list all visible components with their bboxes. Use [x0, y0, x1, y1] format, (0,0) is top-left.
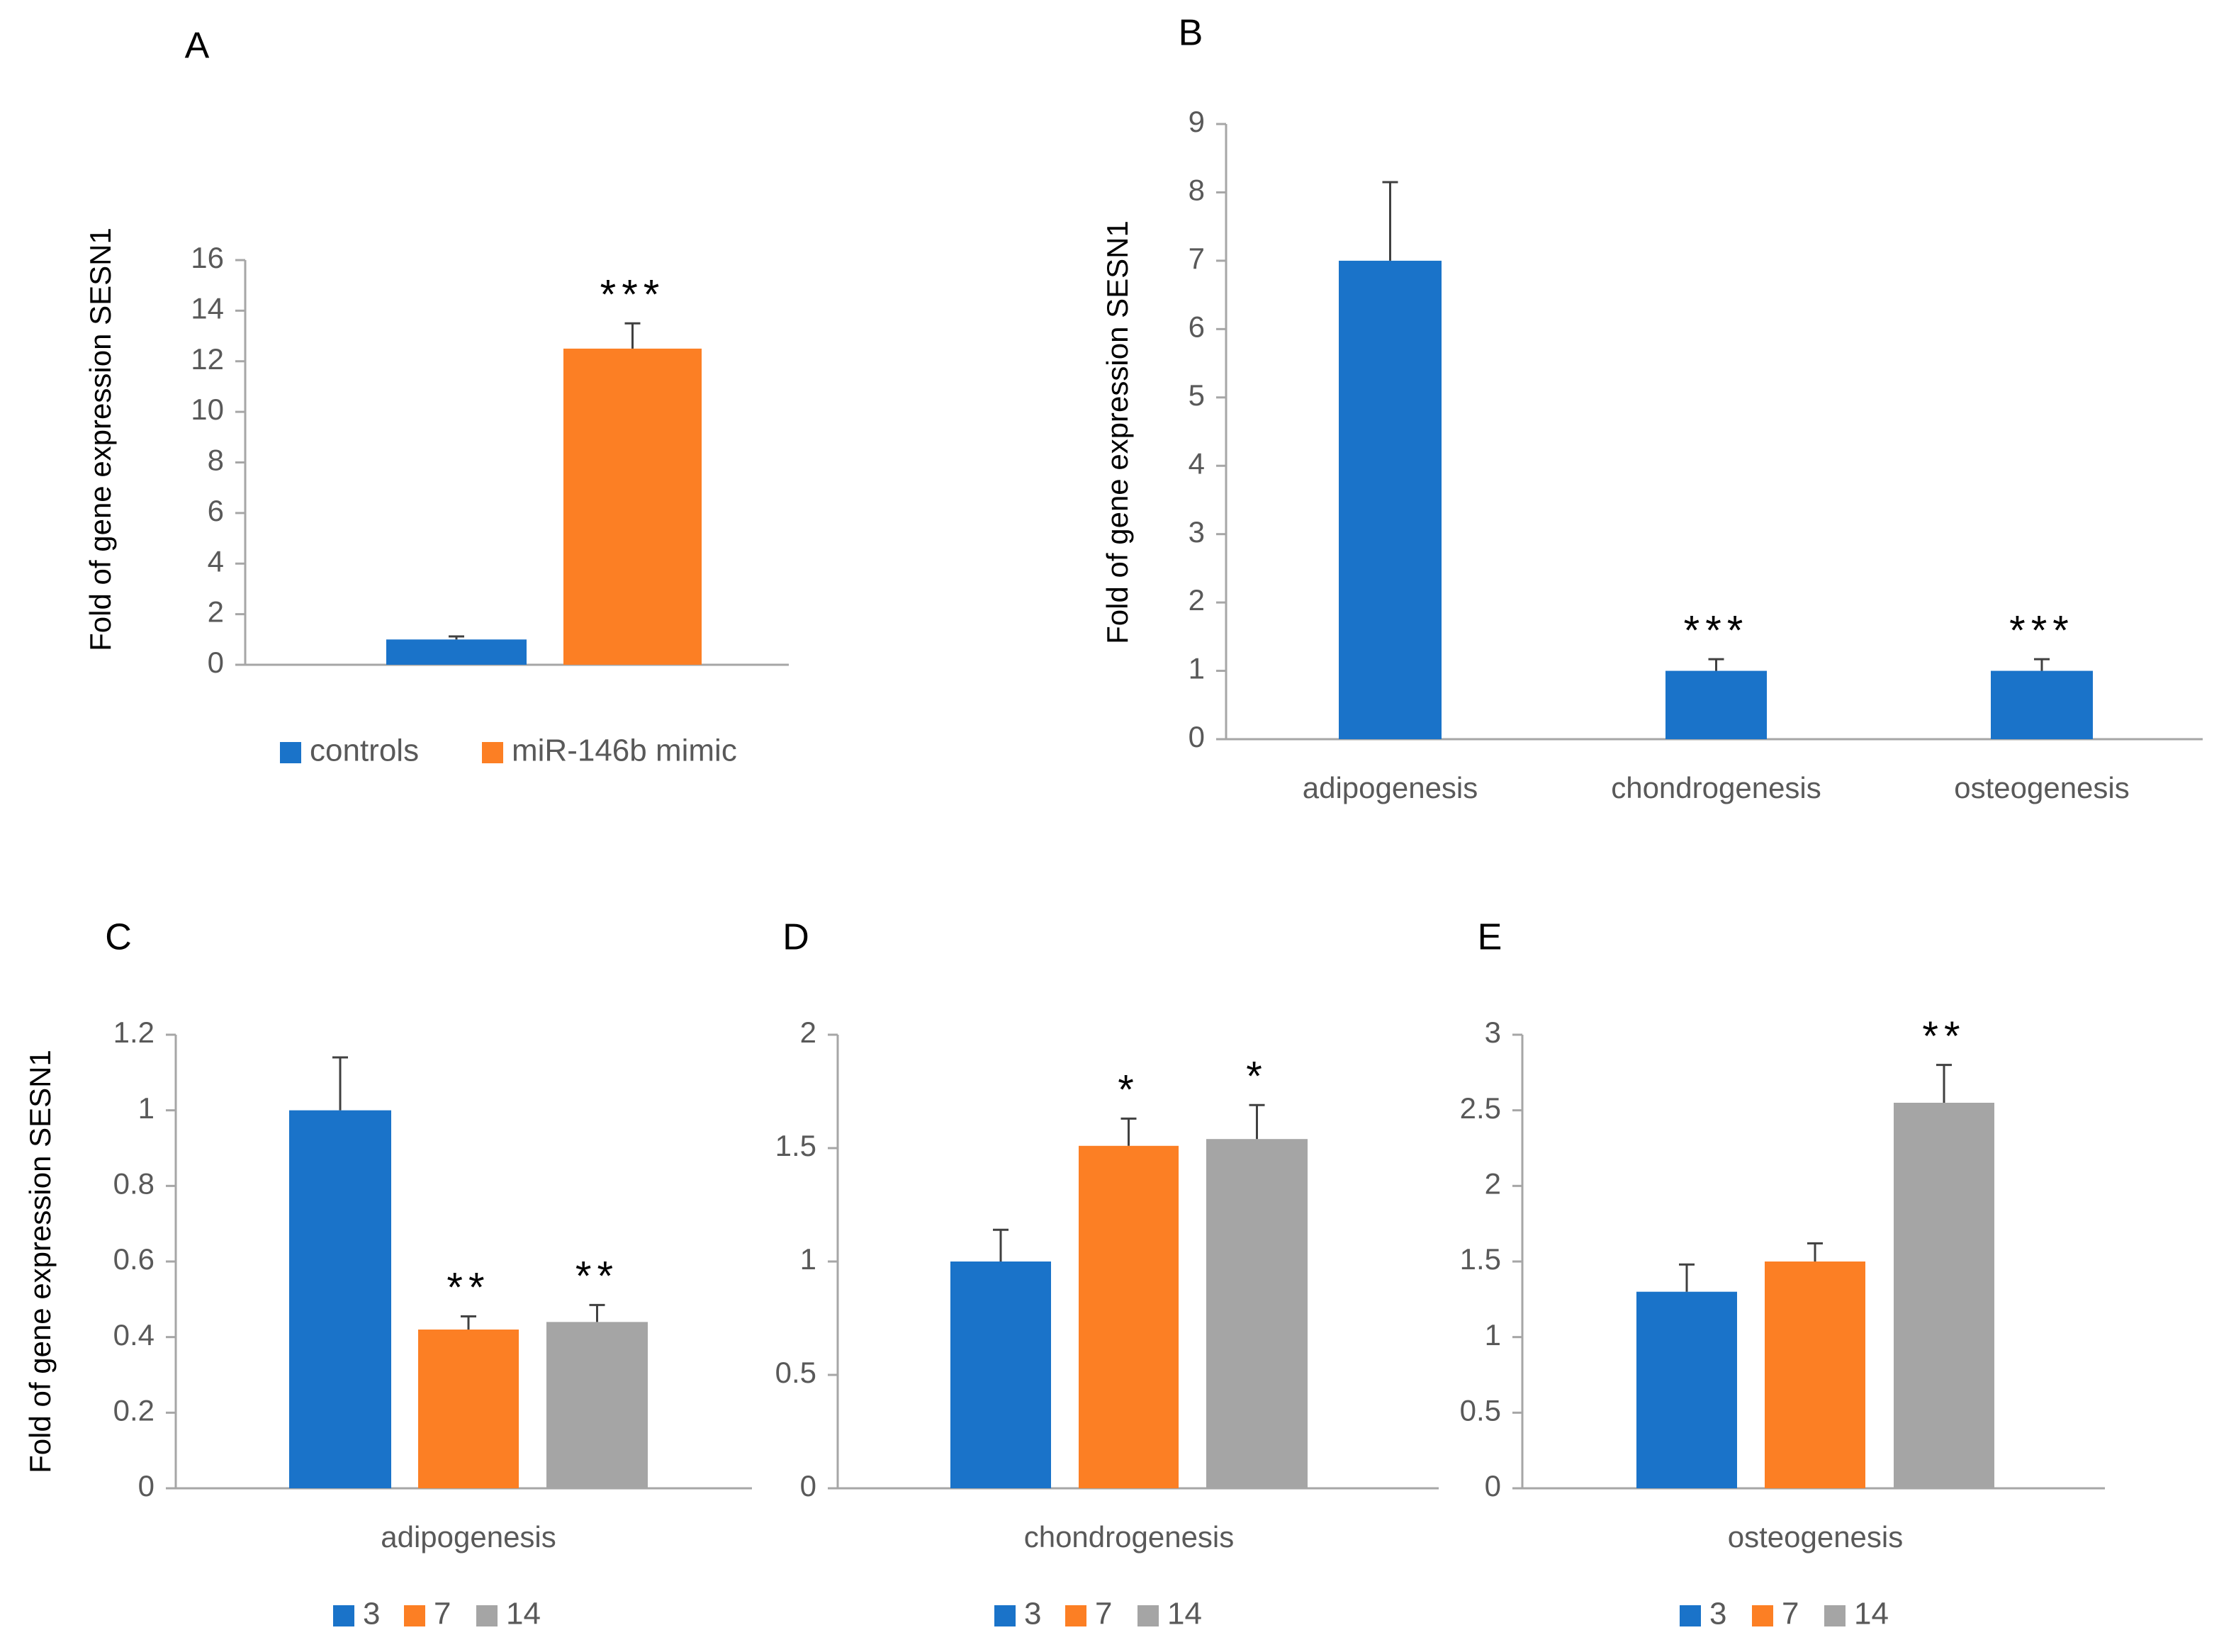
panel-a-y-tick-label: 0: [208, 646, 224, 679]
panel-e-legend-swatch: [1752, 1605, 1773, 1626]
panel-d-letter: D: [782, 917, 809, 958]
panel-e-bar-14: [1894, 1103, 1994, 1488]
panel-e-bar-7: [1765, 1262, 1865, 1488]
panel-d-y-tick-label: 2: [800, 1016, 816, 1049]
panel-e-legend-label: 3: [1709, 1597, 1726, 1631]
panel-e-category-label: osteogenesis: [1728, 1520, 1904, 1553]
panel-e-y-tick-label: 0.5: [1460, 1393, 1501, 1427]
panel-c-bar-3: [289, 1110, 391, 1488]
panel-b-y-tick-label: 1: [1189, 652, 1205, 685]
panel-c-legend-swatch: [476, 1605, 498, 1626]
panel-c-legend-swatch: [404, 1605, 425, 1626]
panel-a-y-tick-label: 12: [191, 342, 224, 376]
panel-b-y-label: Fold of gene expression SESN1: [1101, 220, 1134, 644]
panel-d-bar-7: [1079, 1145, 1179, 1488]
panel-b-y-tick-label: 9: [1189, 105, 1205, 138]
panel-d-legend-swatch: [1065, 1605, 1086, 1626]
panel-c-significance: **: [446, 1265, 490, 1311]
panel-e-significance: **: [1922, 1013, 1965, 1060]
panel-c-y-tick-label: 0.8: [113, 1167, 155, 1200]
panel-e-legend-swatch: [1680, 1605, 1701, 1626]
panel-d-y-tick-label: 0: [800, 1469, 816, 1502]
panel-e-y-tick-label: 2.5: [1460, 1091, 1501, 1125]
panel-b-bar-c1: [1665, 670, 1767, 739]
panel-d-significance: *: [1118, 1067, 1140, 1113]
panel-e-letter: E: [1478, 917, 1502, 958]
panel-d-y-tick-label: 1: [800, 1242, 816, 1276]
panel-e-y-tick-label: 2: [1485, 1167, 1501, 1200]
panel-c-y-tick-label: 0.4: [113, 1318, 155, 1352]
panel-a-y-tick-label: 6: [208, 494, 224, 527]
panel-b-y-tick-label: 7: [1189, 242, 1205, 275]
panel-c-y-tick-label: 0.2: [113, 1393, 155, 1427]
panel-a-letter: A: [185, 26, 210, 67]
panel-c-legend-label: 7: [434, 1597, 451, 1631]
panel-e-y-tick-label: 0: [1485, 1469, 1501, 1502]
panel-a-y-label: Fold of gene expression SESN1: [84, 227, 117, 651]
panel-d-y-tick-label: 1.5: [775, 1129, 816, 1162]
panel-b-y-tick-label: 0: [1189, 720, 1205, 753]
panel-b-category-label: osteogenesis: [1954, 771, 2130, 804]
panel-d-legend-label: 3: [1024, 1597, 1041, 1631]
panel-a-y-tick-label: 8: [208, 444, 224, 477]
panel-c-legend-label: 3: [363, 1597, 380, 1631]
panel-b-y-tick-label: 3: [1189, 515, 1205, 549]
panel-d-legend-swatch: [994, 1605, 1016, 1626]
panel-b-category-label: chondrogenesis: [1611, 771, 1821, 804]
panel-c-legend-swatch: [333, 1605, 354, 1626]
panel-c-letter: C: [105, 917, 132, 958]
panel-d-y-tick-label: 0.5: [775, 1356, 816, 1389]
panel-d-category-label: chondrogenesis: [1024, 1520, 1235, 1553]
panel-b-y-tick-label: 8: [1189, 174, 1205, 207]
panel-d-legend-swatch: [1137, 1605, 1159, 1626]
panel-e-bar-3: [1636, 1291, 1737, 1488]
panel-a-significance: ***: [600, 272, 665, 318]
panel-a-bar-controls: [386, 639, 527, 665]
panel-c-category-label: adipogenesis: [381, 1520, 556, 1553]
panel-a-legend-swatch: [280, 742, 301, 763]
panel-e-legend-swatch: [1824, 1605, 1846, 1626]
panel-b-significance: ***: [1684, 607, 1749, 653]
panel-a-legend-label: controls: [310, 734, 419, 768]
panel-d-bar-3: [950, 1262, 1051, 1488]
panel-c-legend-label: 14: [506, 1597, 541, 1631]
panel-c-y-label: Fold of gene expression SESN1: [23, 1050, 57, 1473]
panel-b-y-tick-label: 5: [1189, 378, 1205, 412]
panel-b-y-tick-label: 4: [1189, 446, 1205, 480]
panel-d-legend-label: 7: [1095, 1597, 1112, 1631]
panel-e-legend-label: 7: [1782, 1597, 1799, 1631]
panel-b-y-tick-label: 2: [1189, 583, 1205, 617]
panel-c-bar-7: [418, 1330, 519, 1488]
panel-c-y-tick-label: 1.2: [113, 1016, 155, 1049]
panel-c-bar-14: [546, 1322, 648, 1488]
panel-a-y-tick-label: 2: [208, 595, 224, 629]
panel-a-y-tick-label: 4: [208, 544, 224, 578]
panel-c-y-tick-label: 0: [138, 1469, 155, 1502]
panel-e-y-tick-label: 3: [1485, 1016, 1501, 1049]
panel-d-bar-14: [1206, 1139, 1308, 1488]
panel-d-legend-label: 14: [1167, 1597, 1202, 1631]
panel-e-legend-label: 14: [1854, 1597, 1889, 1631]
panel-b-category-label: adipogenesis: [1303, 771, 1478, 804]
panel-a-y-tick-label: 14: [191, 291, 224, 325]
panel-b-bar-c0: [1339, 260, 1442, 739]
panel-a-bar-mir-146b-mimic: [563, 348, 702, 665]
panel-c-y-tick-label: 0.6: [113, 1242, 155, 1276]
panel-b-significance: ***: [2009, 607, 2074, 653]
panel-b-bar-c2: [1991, 670, 2093, 739]
panel-a-y-tick-label: 10: [191, 393, 224, 426]
panel-b-y-tick-label: 6: [1189, 310, 1205, 343]
panel-d-significance: *: [1246, 1054, 1268, 1100]
panel-a-legend-swatch: [482, 742, 503, 763]
panel-c-y-tick-label: 1: [138, 1091, 155, 1125]
panel-b-letter: B: [1179, 13, 1203, 54]
panel-a-legend-label: miR-146b mimic: [512, 734, 737, 768]
panel-e-y-tick-label: 1.5: [1460, 1242, 1501, 1276]
panel-a-y-tick-label: 16: [191, 241, 224, 274]
panel-c-significance: **: [575, 1254, 619, 1300]
panel-e-y-tick-label: 1: [1485, 1318, 1501, 1352]
